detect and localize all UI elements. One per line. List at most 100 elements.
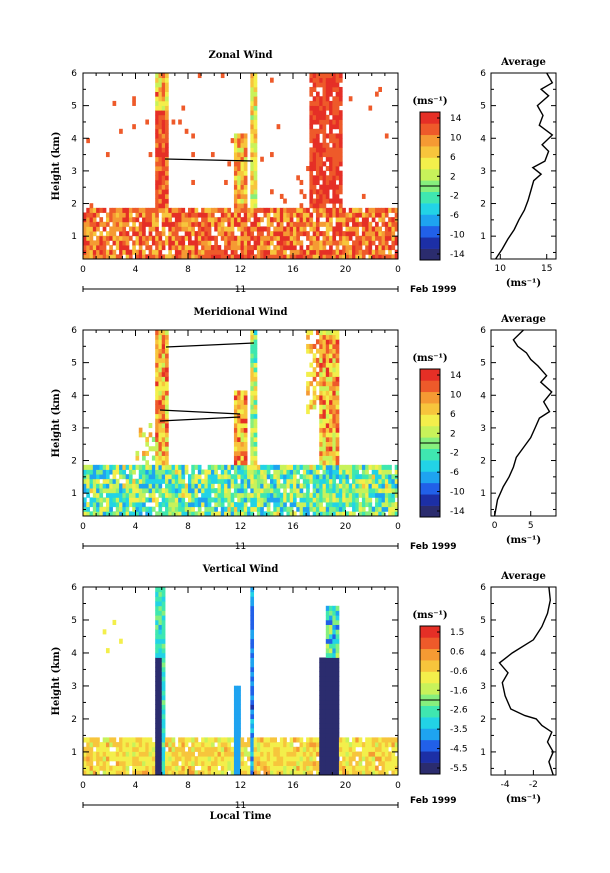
heatmap-cell xyxy=(338,221,343,227)
heatmap-cell xyxy=(381,760,386,766)
heatmap-cell xyxy=(352,502,356,508)
heatmap-cell xyxy=(325,367,330,373)
heatmap-cell xyxy=(158,713,163,719)
heatmap-cell xyxy=(119,638,123,644)
heatmap-cell xyxy=(371,240,376,246)
heatmap-cell xyxy=(306,330,310,336)
heatmap-cell xyxy=(122,756,127,762)
heatmap-cell xyxy=(345,249,350,255)
heatmap-cell xyxy=(233,713,238,719)
heatmap-cell xyxy=(145,245,150,251)
heatmap-cell xyxy=(240,179,245,185)
heatmap-cell xyxy=(188,756,192,762)
heatmap-cell xyxy=(335,409,340,415)
heatmap-cell xyxy=(188,221,192,227)
heatmap-cell xyxy=(125,760,130,766)
heatmap-cell xyxy=(99,511,104,517)
heatmap-cell xyxy=(329,235,333,241)
heatmap-cell xyxy=(145,765,150,771)
heatmap-cell xyxy=(302,254,307,260)
heatmap-cell xyxy=(112,756,117,762)
heatmap-cell xyxy=(165,742,169,748)
heatmap-cell xyxy=(260,245,264,251)
heatmap-cell xyxy=(201,511,205,517)
heatmap-cell xyxy=(322,91,327,97)
heatmap-cell xyxy=(155,690,159,696)
heatmap-cell xyxy=(312,166,317,172)
heatmap-cell xyxy=(332,460,337,466)
profile-y-tick-label: 2 xyxy=(480,715,486,725)
heatmap-cell xyxy=(371,483,376,489)
heatmap-cell xyxy=(276,124,281,130)
heatmap-cell xyxy=(191,483,195,489)
heatmap-cell xyxy=(361,770,366,776)
heatmap-cell xyxy=(283,746,287,752)
heatmap-cell xyxy=(112,240,117,246)
heatmap-cell xyxy=(89,249,94,255)
heatmap-cell xyxy=(329,681,333,687)
heatmap-cell xyxy=(165,77,169,83)
heatmap-cell xyxy=(332,756,337,762)
heatmap-cell xyxy=(335,91,340,97)
heatmap-cell xyxy=(309,119,314,125)
heatmap-cell xyxy=(352,488,356,494)
heatmap-cell xyxy=(335,156,340,162)
heatmap-cell xyxy=(250,624,255,630)
heatmap-cell xyxy=(138,488,143,494)
heatmap-cell xyxy=(342,756,346,762)
heatmap-cell xyxy=(283,492,287,498)
heatmap-cell xyxy=(247,756,251,762)
heatmap-cell xyxy=(165,212,169,218)
heatmap-cell xyxy=(309,86,314,92)
heatmap-cell xyxy=(335,381,340,387)
heatmap-cell xyxy=(119,226,123,232)
heatmap-cell xyxy=(165,184,169,190)
heatmap-cell xyxy=(220,511,225,517)
heatmap-cell xyxy=(224,742,228,748)
heatmap-cell xyxy=(86,511,90,517)
x-tick-label: 16 xyxy=(287,522,299,532)
heatmap-cell xyxy=(378,760,382,766)
heatmap-cell xyxy=(194,742,199,748)
heatmap-cell xyxy=(233,469,238,475)
heatmap-cell xyxy=(309,765,314,771)
heatmap-cell xyxy=(309,152,314,158)
heatmap-cell xyxy=(283,506,287,512)
heatmap-cell xyxy=(201,254,205,260)
heatmap-cell xyxy=(207,245,212,251)
heatmap-cell xyxy=(371,474,376,480)
heatmap-cell xyxy=(240,254,245,260)
heatmap-cell xyxy=(89,742,94,748)
heatmap-cell xyxy=(338,511,343,517)
heatmap-cell xyxy=(329,362,333,368)
heatmap-cell xyxy=(201,469,205,475)
heatmap-cell xyxy=(207,506,212,512)
heatmap-cell xyxy=(227,737,232,743)
heatmap-cell xyxy=(174,226,179,232)
heatmap-cell xyxy=(155,478,159,484)
heatmap-cell xyxy=(315,469,320,475)
heatmap-cell xyxy=(329,357,333,363)
heatmap-cell xyxy=(184,254,189,260)
heatmap-cell xyxy=(158,138,163,144)
heatmap-cell xyxy=(86,492,90,498)
heatmap-cell xyxy=(322,207,327,213)
heatmap-cell xyxy=(279,746,284,752)
heatmap-cell xyxy=(381,464,386,470)
heatmap-cell xyxy=(188,235,192,241)
heatmap-cell xyxy=(161,226,166,232)
heatmap-cell xyxy=(132,765,136,771)
heatmap-cell xyxy=(122,212,127,218)
heatmap-cell xyxy=(306,474,310,480)
heatmap-cell xyxy=(342,737,346,743)
heatmap-cell xyxy=(191,464,195,470)
heatmap-cell xyxy=(332,666,337,672)
heatmap-cell xyxy=(191,152,195,158)
heatmap-cell xyxy=(332,82,337,88)
heatmap-cell xyxy=(250,357,255,363)
heatmap-cell xyxy=(250,175,255,181)
heatmap-cell xyxy=(233,203,238,209)
heatmap-cell xyxy=(283,249,287,255)
heatmap-cell xyxy=(168,506,172,512)
heatmap-cell xyxy=(289,469,294,475)
